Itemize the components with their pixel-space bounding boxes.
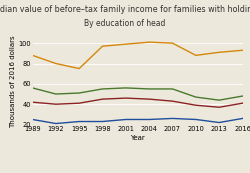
Text: By education of head: By education of head	[84, 19, 166, 28]
Text: Median value of before–tax family income for families with holdings: Median value of before–tax family income…	[0, 5, 250, 14]
X-axis label: Year: Year	[130, 135, 145, 141]
Y-axis label: Thousands of 2016 dollars: Thousands of 2016 dollars	[10, 35, 16, 128]
